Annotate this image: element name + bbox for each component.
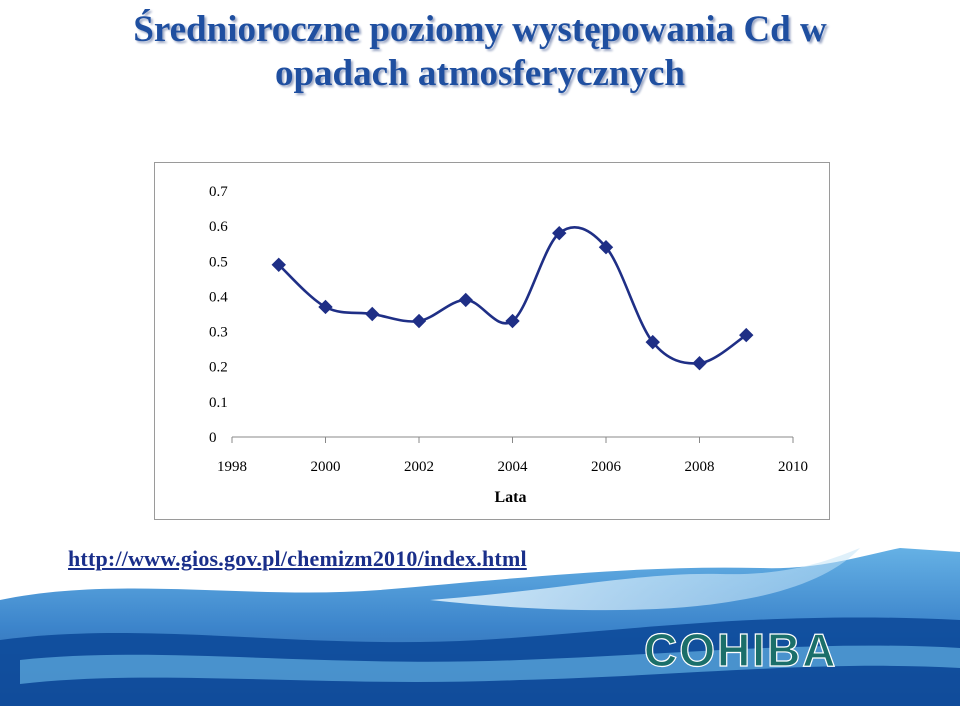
- x-tick-label: 2006: [591, 459, 622, 475]
- x-tick-label: 2004: [498, 459, 529, 475]
- source-link[interactable]: http://www.gios.gov.pl/chemizm2010/index…: [68, 546, 527, 571]
- data-point: [645, 334, 660, 350]
- data-point: [318, 299, 333, 315]
- slide-title: Średnioroczne poziomy występowania Cd w …: [0, 0, 960, 96]
- x-axis-title: Lata: [495, 489, 527, 506]
- y-tick-label: 0.1: [209, 395, 228, 411]
- data-point: [505, 313, 520, 329]
- series-line: [277, 226, 747, 365]
- x-tick-label: 2010: [778, 459, 808, 475]
- data-point: [598, 240, 614, 255]
- data-point: [692, 355, 707, 371]
- y-tick-label: 0.6: [209, 219, 228, 235]
- y-tick-label: 0.5: [209, 254, 228, 270]
- chart-frame: 1998 2000 2002 2004 2006 2008 2010 0 0.1 0.2 0.3 0.…: [154, 162, 830, 520]
- x-tick-label: 2002: [404, 459, 434, 475]
- data-point: [552, 225, 567, 241]
- x-tick-label: 1998: [217, 459, 247, 475]
- title-line-2: opadach atmosferycznych: [274, 53, 686, 94]
- wave-crest: [430, 548, 860, 611]
- x-tick-label: 2000: [311, 459, 341, 475]
- chart-plot: 1998 2000 2002 2004 2006 2008 2010 0 0.1 0.2 0.3 0.…: [209, 184, 808, 506]
- wave-foam: [20, 645, 960, 684]
- y-tick-label: 0: [209, 430, 217, 446]
- data-point: [365, 306, 380, 322]
- data-point: [739, 327, 754, 343]
- data-point: [271, 257, 286, 273]
- logo-cohiba: COHIBA: [644, 624, 837, 676]
- x-tick-label: 2008: [685, 459, 715, 475]
- data-point: [458, 292, 473, 308]
- title-line-1: Średnioroczne poziomy występowania Cd w: [133, 9, 827, 50]
- y-tick-label: 0.4: [209, 289, 228, 305]
- data-point: [411, 313, 427, 329]
- y-tick-label: 0.3: [209, 325, 228, 341]
- y-tick-label: 0.2: [209, 360, 228, 376]
- y-tick-label: 0.7: [209, 184, 228, 200]
